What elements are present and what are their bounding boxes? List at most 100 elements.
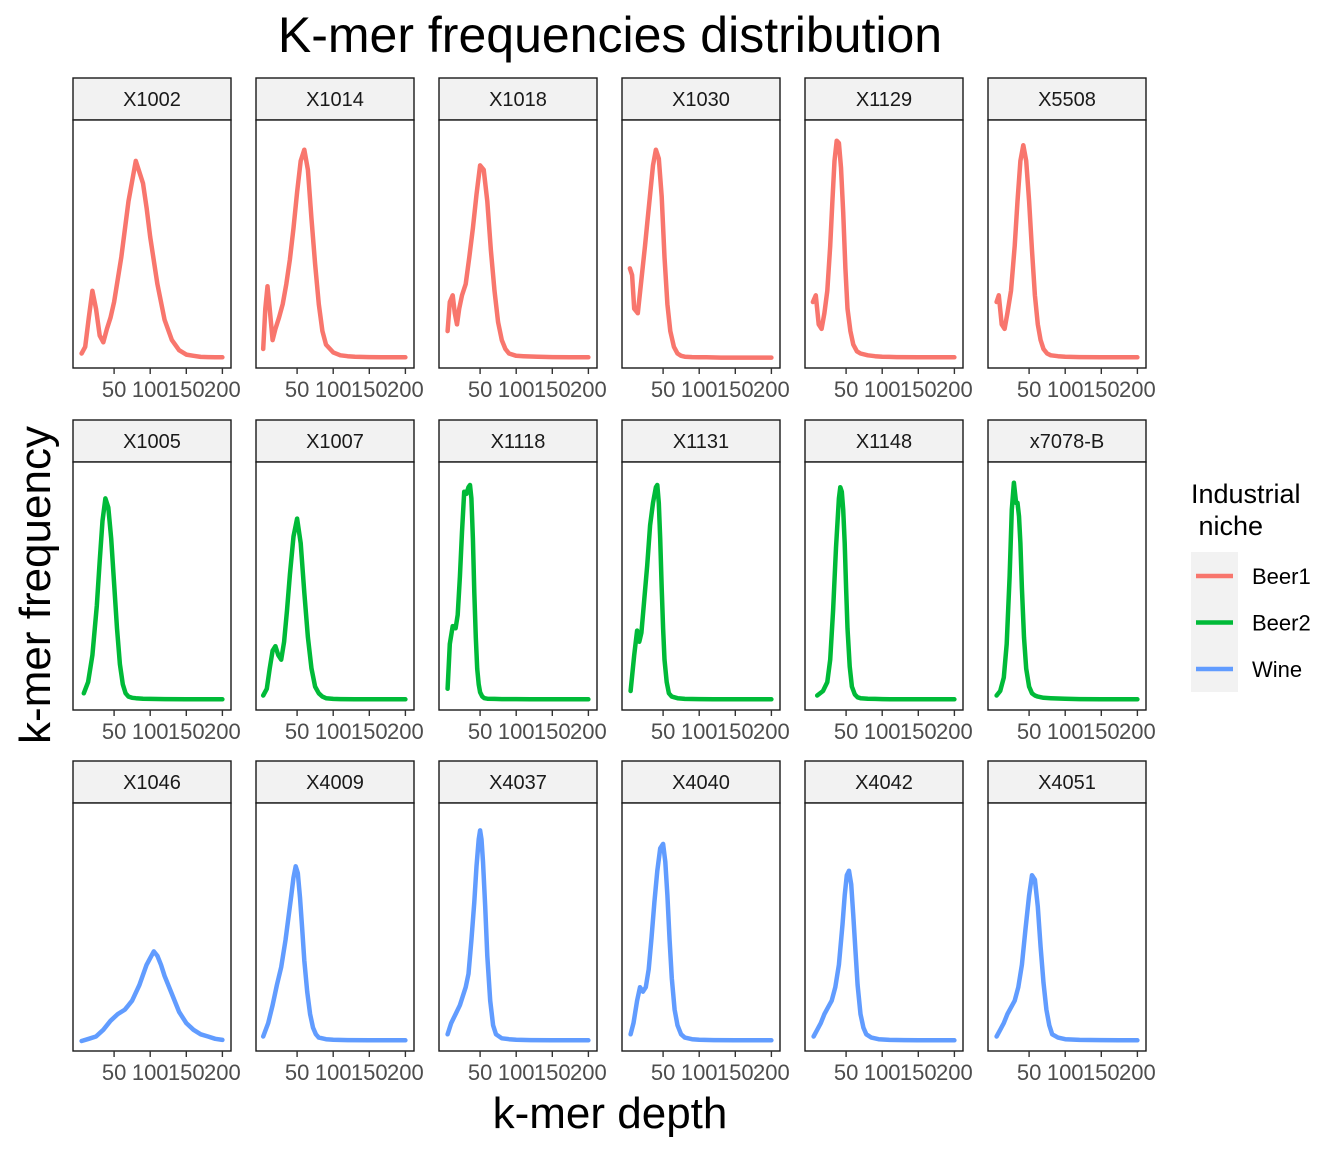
legend-label-beer2: Beer2: [1252, 611, 1311, 636]
facet-strip-label: X1018: [489, 89, 547, 111]
x-tick-label: 100: [1047, 377, 1084, 402]
series-line-beer2: [628, 482, 774, 702]
plot-panel-border: [255, 802, 415, 1052]
x-tick-label: 200: [936, 377, 973, 402]
facet-strip: [438, 760, 598, 804]
x-tick-label: 50: [285, 377, 309, 402]
facet-panel: X4042 50 100 150 200: [804, 760, 973, 1085]
x-tick-label: 50: [651, 377, 675, 402]
series-line-beer1: [810, 138, 957, 360]
series-line-beer2: [445, 482, 591, 702]
x-tick-label: 200: [1119, 377, 1156, 402]
x-tick-label: 200: [204, 377, 241, 402]
x-tick-label: 200: [753, 377, 790, 402]
facet-strip-label: X1002: [123, 89, 181, 111]
x-tick-label: 150: [900, 719, 937, 744]
x-tick-label: 100: [315, 1060, 352, 1085]
facet-strip-label: x7078-B: [1030, 431, 1105, 453]
x-tick-label: 100: [498, 1060, 535, 1085]
facet-strip: [804, 760, 964, 804]
x-tick-label: 200: [570, 719, 607, 744]
x-tick-label: 200: [204, 719, 241, 744]
chart-title: K-mer frequencies distribution: [278, 7, 942, 63]
x-tick-label: 50: [468, 719, 492, 744]
plot-panel-border: [621, 461, 781, 711]
x-tick-label: 150: [534, 1060, 571, 1085]
x-tick-label: 150: [168, 1060, 205, 1085]
facet-strip: [804, 77, 964, 121]
x-tick-label: 150: [168, 377, 205, 402]
x-tick-label: 100: [864, 377, 901, 402]
facet-strip-label: X1005: [123, 431, 181, 453]
x-tick-label: 50: [102, 1060, 126, 1085]
x-tick-label: 100: [1047, 1060, 1084, 1085]
plot-panel-border: [255, 461, 415, 711]
plot-panel-border: [72, 802, 232, 1052]
x-tick-label: 100: [498, 719, 535, 744]
plot-panel-border: [987, 119, 1147, 369]
facet-strip-label: X4042: [855, 772, 913, 794]
legend-title: niche: [1191, 511, 1263, 541]
x-tick-label: 200: [753, 719, 790, 744]
x-tick-label: 100: [132, 1060, 169, 1085]
x-tick-label: 50: [285, 1060, 309, 1085]
x-tick-label: 50: [834, 719, 858, 744]
facet-strip-label: X1118: [491, 431, 546, 453]
facet-panel: X1131 50 100 150 200: [621, 419, 790, 744]
facet-panel: X1148 50 100 150 200: [804, 419, 973, 744]
facet-panel: x7078-B 50 100 150 200: [987, 419, 1156, 744]
facet-strip-label: X1046: [123, 772, 181, 794]
x-tick-label: 50: [468, 377, 492, 402]
facet-panel: X4037 50 100 150 200: [438, 760, 607, 1085]
series-line-beer1: [260, 147, 408, 360]
series-line-beer2: [814, 484, 957, 702]
series-line-wine: [811, 868, 957, 1043]
x-tick-label: 100: [681, 719, 718, 744]
series-line-beer1: [994, 142, 1140, 360]
x-axis-title: k-mer depth: [493, 1089, 728, 1138]
x-tick-label: 100: [864, 1060, 901, 1085]
x-tick-label: 50: [468, 1060, 492, 1085]
facet-panel: X1007 50 100 150 200: [255, 419, 424, 744]
facet-strip-label: X1129: [856, 89, 912, 111]
x-tick-label: 150: [351, 719, 388, 744]
x-tick-label: 100: [1047, 719, 1084, 744]
facet-panel: X1118 50 100 150 200: [438, 419, 607, 744]
x-tick-label: 100: [315, 719, 352, 744]
x-tick-label: 200: [570, 377, 607, 402]
facet-panel: X1018 50 100 150 200: [438, 77, 607, 402]
x-tick-label: 50: [102, 377, 126, 402]
x-tick-label: 150: [351, 377, 388, 402]
facet-strip-label: X1131: [673, 431, 729, 453]
x-tick-label: 50: [1017, 719, 1041, 744]
x-tick-label: 100: [132, 377, 169, 402]
legend: Industrial niche Beer1 Beer2 Wine: [1191, 479, 1311, 692]
facet-panel: X5508 50 100 150 200: [987, 77, 1156, 402]
facet-strip: [621, 760, 781, 804]
legend-label-beer1: Beer1: [1252, 564, 1311, 589]
plot-panel-border: [804, 461, 964, 711]
series-line-beer1: [445, 163, 591, 360]
x-tick-label: 100: [498, 377, 535, 402]
legend-label-wine: Wine: [1252, 657, 1302, 682]
x-tick-label: 150: [900, 1060, 937, 1085]
y-axis-title: k-mer frequency: [11, 426, 60, 744]
facet-strip: [438, 419, 598, 463]
series-line-wine: [628, 841, 774, 1043]
x-tick-label: 200: [387, 1060, 424, 1085]
x-tick-label: 50: [651, 1060, 675, 1085]
x-tick-label: 200: [753, 1060, 790, 1085]
facet-strip-label: X4009: [306, 772, 364, 794]
series-line-wine: [994, 872, 1140, 1043]
facet-strip: [987, 77, 1147, 121]
series-line-beer1: [627, 147, 774, 360]
facet-strip: [255, 419, 415, 463]
x-tick-label: 50: [1017, 1060, 1041, 1085]
facet-strip: [72, 77, 232, 121]
facet-panel: X4051 50 100 150 200: [987, 760, 1156, 1085]
facet-strip: [255, 77, 415, 121]
x-tick-label: 200: [936, 719, 973, 744]
x-tick-label: 150: [534, 719, 571, 744]
plot-panel-border: [255, 119, 415, 369]
